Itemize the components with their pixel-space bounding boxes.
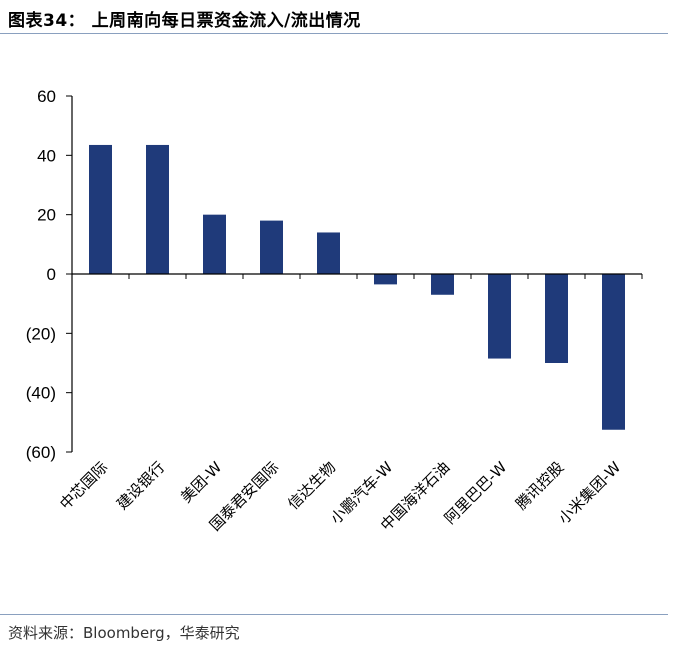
x-tick-label: 小米集团-W [555,458,625,528]
x-tick-label: 阿里巴巴-W [441,458,511,528]
y-tick-label: 0 [47,265,56,284]
bar [260,220,283,274]
bar-series [89,144,625,430]
x-tick-label: 建设银行 [113,458,168,513]
bar [545,274,568,363]
x-tick-label: 腾讯控股 [512,458,567,513]
y-tick-label: 60 [37,87,56,106]
chart-title: 图表34： 上周南向每日票资金流入/流出情况 [8,11,361,31]
y-tick-label: (20) [26,324,56,343]
bar [89,144,112,274]
title-divider [0,33,668,34]
x-tick-label: 信达生物 [284,458,339,513]
axes [71,96,643,452]
bar [488,274,511,359]
bar [431,274,454,295]
y-axis-ticks: 60 40 20 0 (20) (40) (60) [26,87,72,462]
source-note: 资料来源：Bloomberg，华泰研究 [8,624,240,642]
y-tick-label: (60) [26,443,56,462]
y-tick-label: (40) [26,384,56,403]
bar [146,144,169,274]
footer-divider [0,614,668,615]
bar [602,274,625,430]
y-tick-label: 20 [37,206,56,225]
x-tick-label: 美团-W [177,458,225,506]
y-tick-label: 40 [37,146,56,165]
bar [317,232,340,274]
bar [374,274,397,285]
x-tick-label: 中芯国际 [56,458,111,513]
bar [203,214,226,274]
